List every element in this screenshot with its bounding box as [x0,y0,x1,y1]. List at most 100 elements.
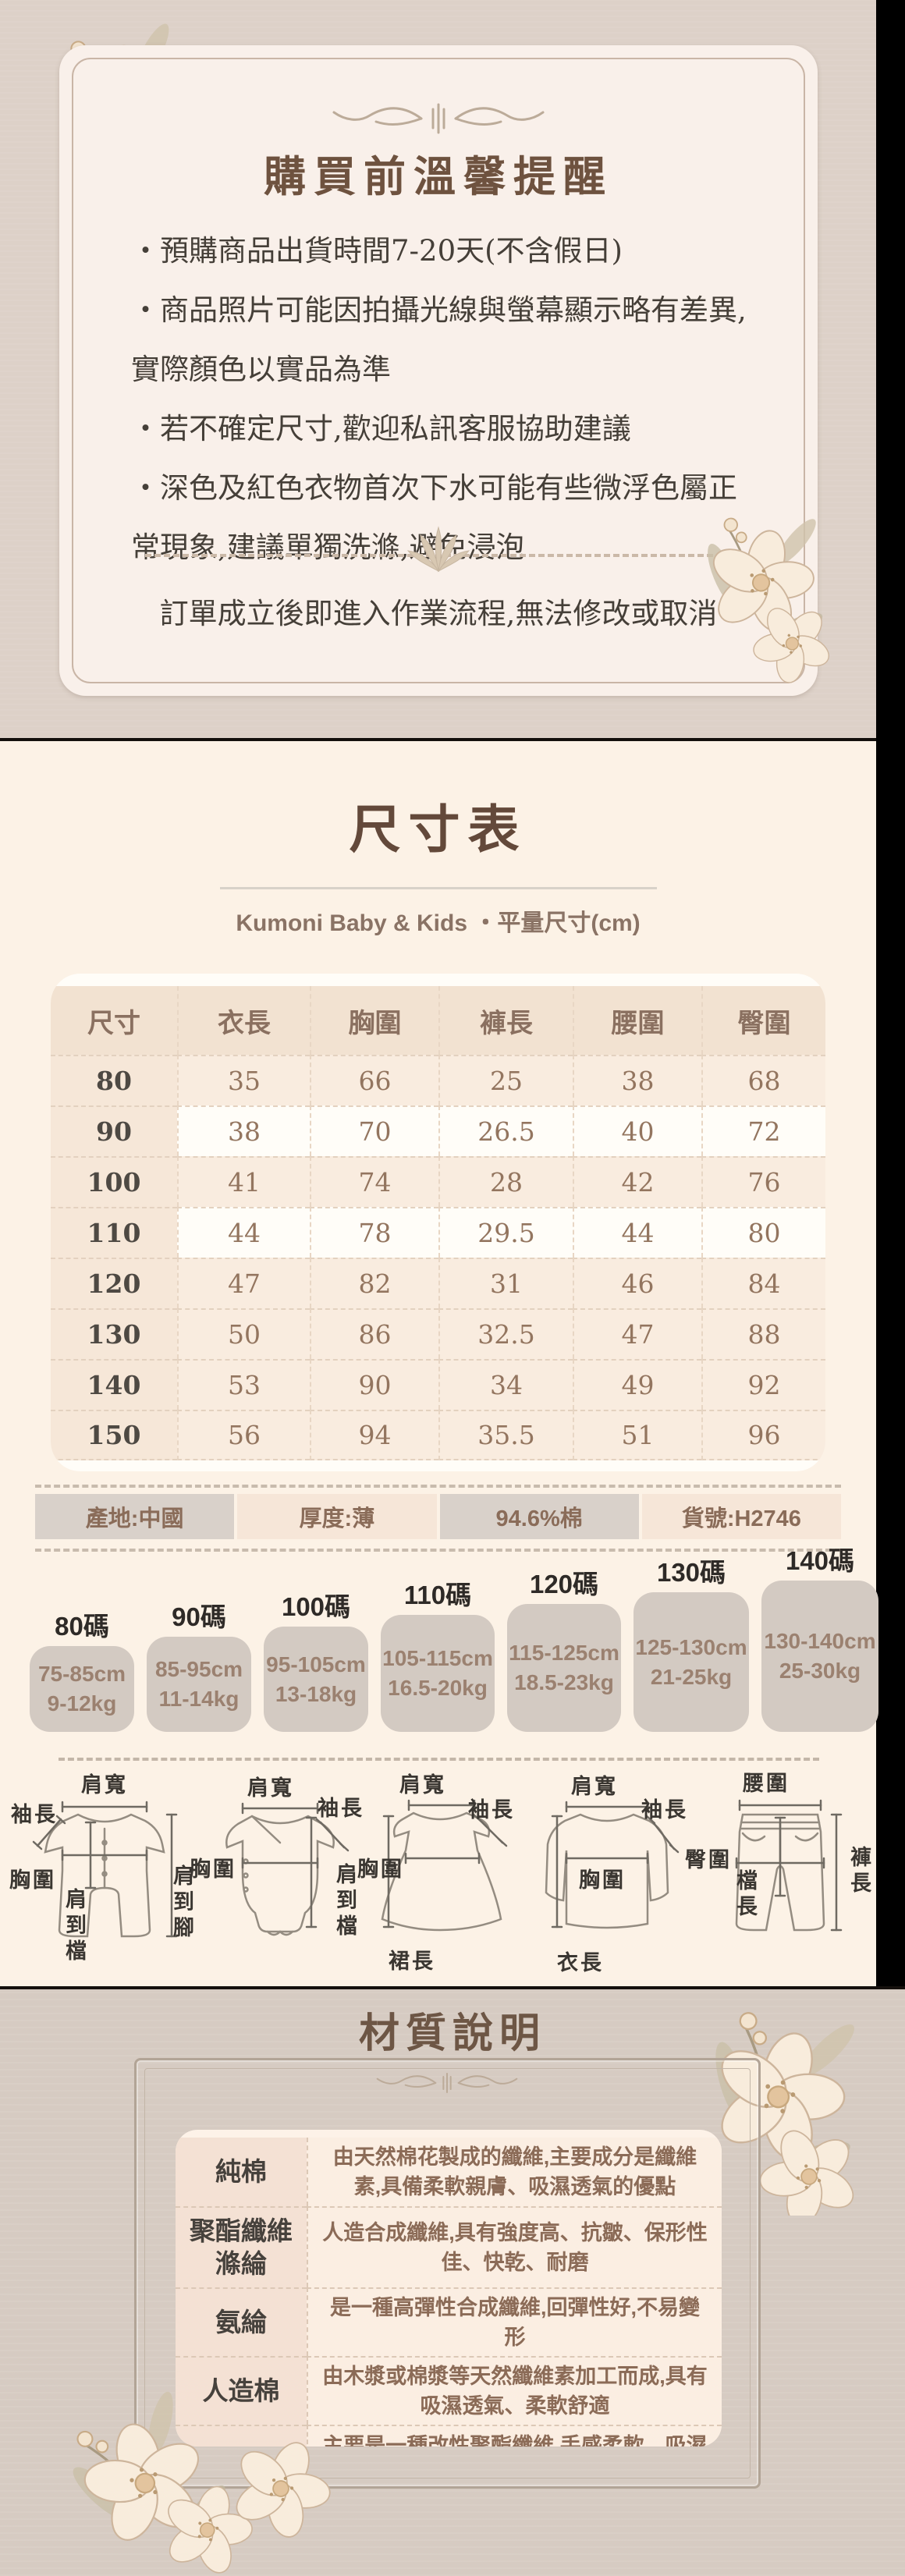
diagram-romper: 肩寬 袖長 胸圍 肩到檔 肩到腳 [9,1771,195,1975]
measure-label: 肩寬 [399,1773,446,1797]
size-box: 75-85cm 9-12kg [30,1646,134,1732]
size-box-label: 90碼 [172,1602,226,1631]
notice-section: 購買前溫馨提醒 ・預購商品出貨時間7-20天(不含假日) ・商品照片可能因拍攝光… [0,0,876,738]
size-box: 130-140cm 25-30kg [761,1581,878,1732]
pants-sketch-icon [735,1799,843,1932]
material-name: 人造棉 [176,2356,307,2425]
materials-title: 材質說明 [358,2010,546,2057]
measure-label: 肩寬 [81,1773,128,1797]
size-box: 105-115cm 16.5-20kg [381,1615,495,1732]
size-cell: 90 [51,1105,177,1156]
column-header: 臀圍 [701,986,825,1055]
material-row: 人造棉 由木漿或棉漿等天然纖維素加工而成,具有吸濕透氣、柔軟舒適 [176,2356,722,2425]
size-cell: 100 [51,1156,177,1207]
size-box-110: 110碼 105-115cm 16.5-20kg [381,1574,495,1732]
size-box-label: 80碼 [55,1612,109,1641]
notice-bullet: ・預購商品出貨時間7-20天(不含假日) [131,234,623,268]
material-name: 聚酯纖維 滌綸 [176,2206,307,2287]
notice-footer-text: 訂單成立後即進入作業流程,無法修改或取消 [159,597,718,630]
material-desc: 人造合成纖維,具有強度高、抗皺、保形性佳、快乾、耐磨 [307,2206,722,2287]
column-header: 尺寸 [51,986,177,1055]
size-box-label: 110碼 [403,1581,472,1609]
table-row: 110 44 78 29.5 44 80 [51,1207,825,1258]
value-cell: 82 [310,1258,438,1308]
measure-label: 袖長 [318,1797,364,1820]
product-info-bar: 產地:中國 厚度:薄 94.6%棉 貨號:H2746 [35,1494,841,1539]
value-cell: 94 [310,1410,438,1460]
measure-label: 肩到檔 [333,1863,357,1940]
column-header: 腰圍 [573,986,701,1055]
value-cell: 53 [177,1359,310,1410]
materials-table: 純棉 由天然棉花製成的纖維,主要成分是纖維素,具備柔軟親膚、吸濕透氣的優點 聚酯… [176,2130,722,2446]
flower-decoration-bottom-left [47,2379,350,2576]
material-desc: 主要是一種改性聚酯纖維,手感柔軟、吸濕快乾、抗皺耐磨 [307,2425,722,2446]
weight-range: 25-30kg [779,1659,861,1683]
romper-sketch-icon [32,1801,178,1938]
measure-label: 胸圍 [9,1868,56,1892]
size-box-140: 140碼 130-140cm 25-30kg [761,1540,878,1732]
value-cell: 51 [573,1410,701,1460]
size-box-100: 100碼 95-105cm 13-18kg [264,1586,368,1732]
size-box-label: 120碼 [529,1570,599,1598]
flower-decoration-bottom-right [687,484,850,718]
value-cell: 44 [177,1207,310,1258]
notice-bullet: ・若不確定尺寸,歡迎私訊客服協助建議 [131,412,631,445]
materials-section: 材質說明 純棉 由天然棉花製成的纖維,主要成分是纖維素,具備柔軟親膚、吸濕透氣的… [0,1989,905,2576]
materials-frame-inner [144,2068,751,2478]
weight-range: 11-14kg [158,1687,240,1711]
diagram-top: 肩寬 袖長 胸圍 衣長 [523,1771,688,1975]
value-cell: 44 [573,1207,701,1258]
weight-range: 9-12kg [47,1691,117,1716]
table-row: 130 50 86 32.5 47 88 [51,1308,825,1359]
material-desc: 是一種高彈性合成纖維,回彈性好,不易變形 [307,2287,722,2356]
height-range: 95-105cm [266,1652,366,1677]
measure-label: 檔長 [733,1869,757,1921]
top-sketch-icon [545,1801,680,1929]
value-cell: 47 [573,1308,701,1359]
weight-range: 18.5-23kg [514,1670,614,1694]
measure-label: 肩到腳 [170,1865,193,1942]
size-box: 95-105cm 13-18kg [264,1627,368,1732]
diagram-pants: 腰圍 臀圍 檔長 褲長 [685,1771,872,1975]
material-name: 氨綸 [176,2287,307,2356]
value-cell: 42 [573,1156,701,1207]
value-cell: 90 [310,1359,438,1410]
column-header: 褲長 [438,986,573,1055]
value-cell: 34 [438,1359,573,1410]
height-range: 125-130cm [635,1634,747,1659]
size-cell: 120 [51,1258,177,1308]
value-cell: 80 [701,1207,825,1258]
column-header: 胸圍 [310,986,438,1055]
info-origin: 產地:中國 [35,1494,235,1539]
value-cell: 28 [438,1156,573,1207]
height-range: 105-115cm [382,1646,493,1670]
value-cell: 86 [310,1308,438,1359]
measure-label: 胸圍 [357,1857,404,1881]
size-cell: 110 [51,1207,177,1258]
value-cell: 25 [438,1055,573,1105]
material-desc: 由木漿或棉漿等天然纖維素加工而成,具有吸濕透氣、柔軟舒適 [307,2356,722,2425]
measure-label: 腰圍 [743,1772,790,1795]
measure-label: 袖長 [11,1803,58,1826]
notice-bullet: ・深色及紅色衣物首次下水可能有些微浮色屬正常現象,建議單獨洗滌,避免浸泡 [131,471,737,564]
height-range: 115-125cm [509,1641,619,1665]
section-seam [0,1986,905,1989]
height-range: 130-140cm [764,1629,876,1653]
measure-label: 臀圍 [685,1848,732,1872]
size-box-80: 80碼 75-85cm 9-12kg [30,1606,134,1732]
size-box-90: 90碼 85-95cm 11-14kg [147,1596,251,1732]
flourish-ornament-icon [332,103,545,134]
material-desc: 由天然棉花製成的纖維,主要成分是纖維素,具備柔軟親膚、吸濕透氣的優點 [307,2138,722,2206]
notice-bullets: ・預購商品出貨時間7-20天(不含假日) ・商品照片可能因拍攝光線與螢幕顯示略有… [131,222,747,577]
notice-bullet: ・商品照片可能因拍攝光線與螢幕顯示略有差異,實際顏色以實品為準 [131,293,747,386]
material-name: 純棉 [176,2138,307,2206]
value-cell: 74 [310,1156,438,1207]
column-header: 衣長 [177,986,310,1055]
measure-label: 肩寬 [247,1776,294,1800]
weight-range: 13-18kg [275,1681,357,1706]
value-cell: 92 [701,1359,825,1410]
table-row: 140 53 90 34 49 92 [51,1359,825,1410]
measure-label: 肩到檔 [62,1888,86,1965]
table-row: 120 47 82 31 46 84 [51,1258,825,1308]
value-cell: 38 [177,1105,310,1156]
